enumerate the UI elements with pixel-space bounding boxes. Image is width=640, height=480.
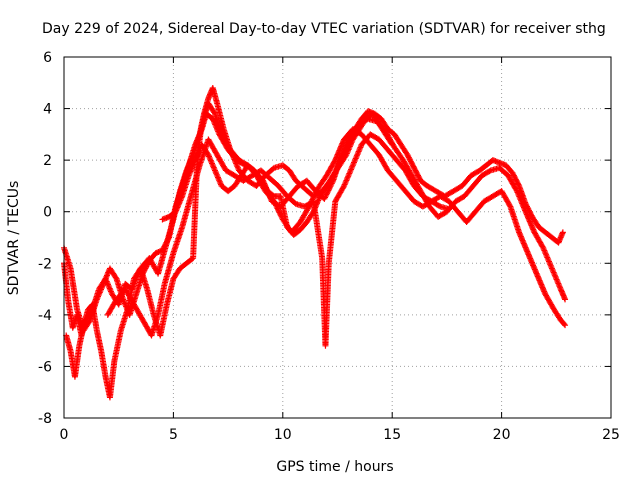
data-point [486, 168, 493, 175]
data-point [331, 158, 338, 165]
data-point [324, 188, 331, 195]
data-point [211, 109, 218, 116]
data-point [436, 202, 443, 209]
data-point [273, 202, 280, 209]
data-point [274, 205, 281, 212]
data-point [321, 195, 328, 202]
plot-frame [63, 56, 612, 419]
series-track-c [63, 100, 569, 401]
data-point [561, 321, 568, 328]
y-tick-label: 4 [43, 102, 52, 118]
series-track-e [159, 110, 396, 238]
data-point [539, 243, 546, 250]
data-point [276, 209, 283, 216]
x-tick-label: 10 [274, 427, 292, 443]
y-tick-label: -2 [38, 256, 52, 272]
data-point [506, 202, 513, 209]
x-tick-label: 15 [383, 427, 401, 443]
data-point [446, 206, 453, 213]
y-tick-label: -6 [38, 359, 52, 375]
data-point [513, 186, 520, 193]
data-point [272, 201, 279, 208]
data-point [273, 203, 280, 210]
data-point [322, 193, 329, 200]
data-point [340, 184, 347, 191]
data-point [275, 206, 282, 213]
chart-title: Day 229 of 2024, Sidereal Day-to-day VTE… [42, 21, 606, 37]
x-tick-label: 25 [602, 427, 620, 443]
x-tick-label: 0 [60, 427, 69, 443]
y-tick-label: -4 [38, 308, 52, 324]
data-point [388, 140, 395, 147]
y-tick-label: 2 [43, 153, 52, 169]
data-point [271, 199, 278, 206]
y-tick-label: 0 [43, 205, 52, 221]
data-point [515, 181, 522, 188]
y-axis-label: SDTVAR / TECUs [6, 181, 22, 296]
data-point [389, 141, 396, 148]
data-point [562, 296, 569, 303]
x-tick-label: 5 [169, 427, 178, 443]
data-point [312, 191, 319, 198]
data-point [325, 187, 332, 194]
data-point [323, 191, 330, 198]
data-point [559, 229, 566, 236]
data-point [562, 322, 569, 329]
axis-ticks: 0 5 10 15 20 25 -8 -6 -4 -2 0 2 4 6 [38, 50, 620, 443]
series-track-d [104, 131, 453, 349]
y-tick-label: -8 [38, 411, 52, 427]
data-point [312, 189, 319, 196]
data-point [277, 210, 284, 217]
y-tick-label: 6 [43, 50, 52, 66]
data-marks [61, 84, 569, 401]
data-point [313, 188, 320, 195]
x-axis-label: GPS time / hours [276, 459, 393, 475]
data-point [311, 192, 318, 199]
data-point [271, 198, 278, 205]
data-point [324, 190, 331, 197]
data-point [165, 235, 172, 242]
x-tick-label: 20 [493, 427, 511, 443]
grid [64, 57, 611, 418]
data-point [112, 274, 119, 281]
data-point [322, 194, 329, 201]
data-point [275, 208, 282, 215]
